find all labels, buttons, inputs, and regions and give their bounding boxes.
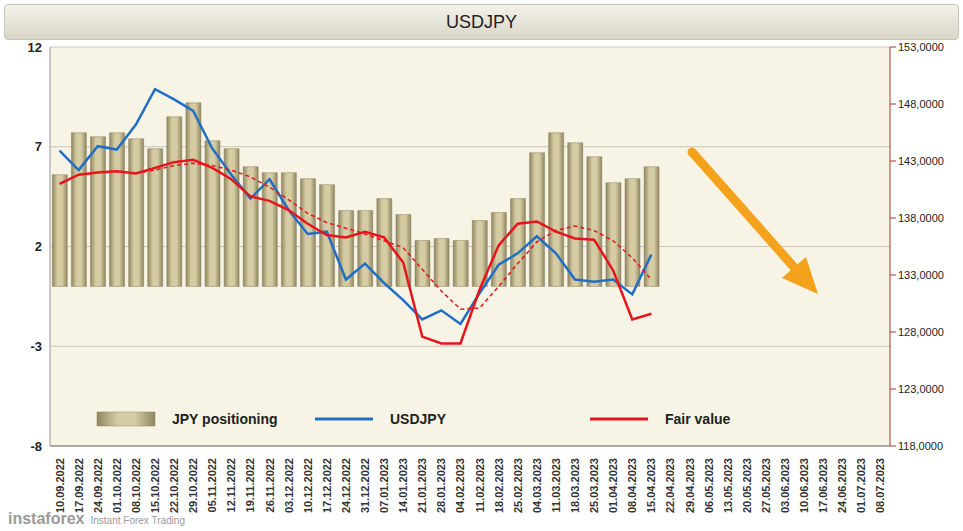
svg-text:12.11.2022: 12.11.2022	[225, 458, 237, 512]
svg-text:08.07.2023: 08.07.2023	[874, 458, 886, 513]
svg-text:24.12.2022: 24.12.2022	[340, 458, 352, 513]
svg-text:138,0000: 138,0000	[898, 212, 944, 224]
svg-text:17.09.2022: 17.09.2022	[73, 458, 85, 513]
svg-text:18.03.2023: 18.03.2023	[569, 458, 581, 513]
svg-text:08.04.2023: 08.04.2023	[626, 458, 638, 513]
html-text:USDJPY: USDJPY	[446, 11, 517, 32]
svg-text:21.01.2023: 21.01.2023	[416, 458, 428, 513]
svg-text:-3: -3	[30, 339, 42, 354]
svg-text:24.09.2022: 24.09.2022	[92, 458, 104, 513]
svg-text:128,0000: 128,0000	[898, 326, 944, 338]
svg-text:2: 2	[35, 239, 42, 254]
svg-text:143,0000: 143,0000	[898, 155, 944, 167]
svg-text:17.06.2023: 17.06.2023	[817, 458, 829, 513]
svg-text:10.09.2022: 10.09.2022	[54, 458, 66, 513]
svg-text:29.10.2022: 29.10.2022	[187, 458, 199, 513]
svg-text:10.12.2022: 10.12.2022	[302, 458, 314, 513]
svg-text:06.05.2023: 06.05.2023	[703, 458, 715, 513]
html-text:instaforex Instant Forex Tradi: instaforex Instant Forex Trading	[8, 510, 185, 527]
svg-text:15.04.2023: 15.04.2023	[645, 458, 657, 513]
svg-text:04.03.2023: 04.03.2023	[531, 458, 543, 513]
svg-text:-8: -8	[30, 439, 42, 454]
svg-text:13.05.2023: 13.05.2023	[722, 458, 734, 513]
svg-text:11.02.2023: 11.02.2023	[474, 458, 486, 512]
svg-text:08.10.2022: 08.10.2022	[130, 458, 142, 513]
svg-text:27.05.2023: 27.05.2023	[760, 458, 772, 513]
svg-text:25.03.2023: 25.03.2023	[588, 458, 600, 513]
svg-text:10.06.2023: 10.06.2023	[798, 458, 810, 513]
svg-text:133,0000: 133,0000	[898, 269, 944, 281]
svg-text:29.04.2023: 29.04.2023	[684, 458, 696, 513]
svg-text:26.11.2022: 26.11.2022	[264, 458, 276, 512]
svg-text:07.01.2023: 07.01.2023	[378, 458, 390, 513]
svg-text:25.02.2023: 25.02.2023	[512, 458, 524, 513]
svg-text:22.04.2023: 22.04.2023	[664, 458, 676, 513]
svg-text:01.04.2023: 01.04.2023	[607, 458, 619, 513]
svg-text:24.06.2023: 24.06.2023	[836, 458, 848, 513]
svg-text:148,0000: 148,0000	[898, 98, 944, 110]
svg-text:JPY positioning: JPY positioning	[172, 411, 278, 427]
svg-text:123,0000: 123,0000	[898, 383, 944, 395]
svg-text:15.10.2022: 15.10.2022	[149, 458, 161, 513]
svg-text:05.11.2022: 05.11.2022	[206, 458, 218, 512]
svg-text:12: 12	[28, 40, 42, 55]
svg-text:11.03.2023: 11.03.2023	[550, 458, 562, 512]
svg-text:7: 7	[35, 139, 42, 154]
svg-text:01.10.2022: 01.10.2022	[111, 458, 123, 513]
svg-text:20.05.2023: 20.05.2023	[741, 458, 753, 513]
svg-text:03.12.2022: 03.12.2022	[283, 458, 295, 513]
svg-text:17.12.2022: 17.12.2022	[321, 458, 333, 513]
svg-text:153,0000: 153,0000	[898, 41, 944, 53]
svg-text:03.06.2023: 03.06.2023	[779, 458, 791, 513]
svg-text:04.02.2023: 04.02.2023	[454, 458, 466, 513]
svg-text:19.11.2022: 19.11.2022	[244, 458, 256, 512]
svg-text:USDJPY: USDJPY	[390, 411, 447, 427]
svg-text:14.01.2023: 14.01.2023	[397, 458, 409, 513]
svg-text:18.02.2023: 18.02.2023	[493, 458, 505, 513]
svg-text:01.07.2023: 01.07.2023	[855, 458, 867, 513]
svg-text:118,0000: 118,0000	[898, 440, 943, 452]
svg-text:22.10.2022: 22.10.2022	[168, 458, 180, 513]
svg-text:Fair value: Fair value	[665, 411, 731, 427]
svg-text:28.01.2023: 28.01.2023	[435, 458, 447, 513]
svg-text:31.12.2022: 31.12.2022	[359, 458, 371, 513]
